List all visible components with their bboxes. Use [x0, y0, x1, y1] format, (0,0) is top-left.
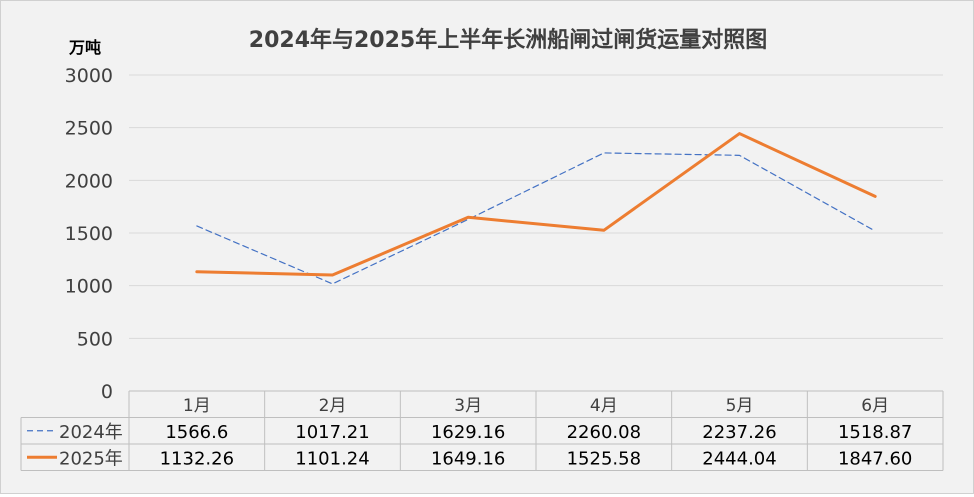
data-label: 1518.87	[838, 422, 912, 443]
category-label: 3月	[454, 396, 482, 416]
data-label: 1101.24	[295, 448, 369, 469]
y-axis-unit-label: 万吨	[68, 38, 101, 57]
data-label: 1132.26	[160, 448, 234, 469]
series-line-2	[195, 132, 877, 277]
y-tick-label: 2000	[65, 170, 113, 192]
legend-label-1: 2024年	[59, 422, 123, 443]
data-label: 1629.16	[431, 422, 505, 443]
data-label: 1566.6	[165, 422, 228, 443]
legend-label-2: 2025年	[59, 448, 123, 469]
data-label: 1649.16	[431, 448, 505, 469]
y-tick-label: 0	[101, 381, 113, 403]
data-label: 1525.58	[567, 448, 641, 469]
gridlines	[129, 74, 943, 392]
data-label: 2237.26	[702, 422, 776, 443]
data-label: 1847.60	[838, 448, 912, 469]
y-tick-label: 500	[77, 328, 113, 350]
y-tick-label: 2500	[65, 118, 113, 140]
chart-title: 2024年与2025年上半年长洲船闸过闸货运量对照图	[249, 27, 767, 53]
y-tick-label: 3000	[65, 65, 113, 87]
series-line-1	[196, 152, 876, 285]
data-label: 1017.21	[295, 422, 369, 443]
y-tick-label: 1000	[65, 276, 113, 298]
category-label: 4月	[590, 396, 618, 416]
category-label: 6月	[861, 396, 889, 416]
data-table: 1月 2月 3月 4月 5月 6月 2024年 1566.6 1017.21 1629.16 226…	[20, 390, 944, 471]
category-label: 1月	[183, 396, 211, 416]
series-lines	[195, 132, 877, 285]
category-label: 2月	[319, 396, 347, 416]
category-label: 5月	[726, 396, 754, 416]
y-axis-tick-labels: 0 500 1000 1500 2000 2500 3000	[65, 65, 113, 403]
data-label: 2444.04	[702, 448, 776, 469]
data-label: 2260.08	[567, 422, 641, 443]
y-tick-label: 1500	[65, 223, 113, 245]
